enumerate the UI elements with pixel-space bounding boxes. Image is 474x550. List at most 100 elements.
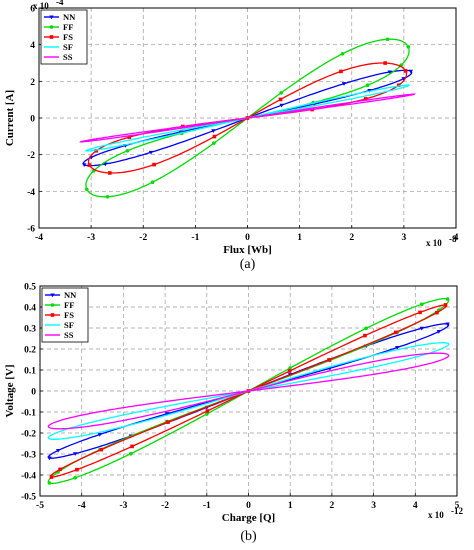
y-tick-label: 0.2 — [24, 346, 36, 356]
figure-caption: (a) — [240, 257, 256, 272]
series-marker-ff — [279, 91, 283, 95]
x-tick-label: -5 — [36, 501, 44, 511]
series-marker-fs — [339, 69, 343, 74]
series-marker-fs — [99, 447, 104, 452]
series-marker-ff — [105, 194, 110, 199]
series-marker-ff — [288, 366, 292, 370]
series-marker-fs — [205, 409, 210, 413]
series-marker-ff — [150, 180, 155, 184]
series-line-ss — [47, 352, 450, 430]
x-tick-label: -3 — [87, 233, 95, 243]
legend-label-sf: SF — [63, 42, 73, 52]
y-tick-label: 0.5 — [24, 283, 36, 293]
y-tick-label: 0.1 — [24, 367, 36, 377]
legend-label-nn: NN — [64, 290, 77, 300]
legend-label-ff: FF — [64, 300, 74, 310]
x-tick-label: 0 — [245, 233, 250, 243]
series-marker-nn — [279, 103, 284, 108]
y-tick-label: -0.1 — [21, 409, 36, 419]
series-marker-nn — [387, 70, 392, 75]
plot-frame — [39, 285, 458, 497]
x-tick-label: -4 — [35, 233, 43, 243]
series-marker-ff — [445, 297, 450, 301]
series-marker-nn — [445, 322, 450, 327]
series-marker-ff — [364, 326, 368, 331]
y-tick-label: 0.3 — [24, 325, 36, 335]
x-axis-label: Charge [Q] — [222, 512, 275, 524]
x-axis-exponent: x 10 — [428, 510, 444, 520]
series-marker-ff — [420, 302, 424, 307]
series-marker-fs — [383, 61, 387, 65]
y-tick-label: 0 — [30, 115, 35, 125]
series-marker-nn — [55, 448, 61, 453]
x-tick-label: 4 — [454, 233, 459, 243]
plot-frame — [38, 7, 457, 229]
legend-label-ss: SS — [64, 330, 74, 340]
series-marker-ff — [340, 52, 345, 56]
series-marker-fs — [127, 135, 132, 139]
series-marker-ff — [385, 37, 390, 42]
series-marker-fs — [363, 97, 368, 101]
series-marker-fs — [418, 310, 422, 315]
x-tick-label: 3 — [371, 501, 376, 511]
legend-marker — [49, 25, 54, 29]
series-marker-fs — [393, 330, 398, 335]
y-tick-label: 2 — [30, 78, 35, 88]
y-axis-exponent-power: -4 — [56, 0, 64, 7]
legend-marker — [50, 303, 55, 307]
series-marker-fs — [278, 97, 283, 102]
series-marker-ff — [205, 412, 209, 416]
series-marker-nn — [82, 163, 87, 167]
y-tick-label: 0.4 — [24, 304, 36, 314]
series-marker-fs — [396, 83, 401, 88]
series-marker-nn — [47, 456, 52, 461]
legend-marker — [49, 15, 54, 20]
x-tick-label: -4 — [78, 501, 86, 511]
legend-label-ss: SS — [63, 52, 73, 62]
x-tick-label: 5 — [455, 501, 460, 511]
y-tick-label: -2 — [27, 151, 35, 161]
series-marker-ff — [406, 44, 411, 49]
y-tick-label: 4 — [30, 41, 35, 51]
x-tick-label: -1 — [203, 501, 211, 511]
x-tick-label: 2 — [330, 501, 335, 511]
series-marker-ff — [84, 187, 89, 192]
series-marker-ff — [212, 141, 216, 145]
x-tick-label: -3 — [119, 501, 127, 511]
y-tick-label: -0.3 — [21, 451, 36, 461]
x-tick-label: 2 — [349, 233, 354, 243]
legend-marker — [50, 293, 55, 298]
series-marker-fs — [49, 475, 54, 479]
x-axis-exponent-power: -8 — [449, 234, 457, 244]
y-axis-exponent: x 10 — [33, 1, 49, 11]
series-marker-nn — [211, 129, 216, 133]
x-tick-label: -2 — [161, 501, 169, 511]
x-tick-label: 0 — [246, 501, 251, 511]
series-marker-fs — [94, 148, 99, 153]
legend-marker — [50, 313, 55, 317]
series-marker-ff — [365, 83, 370, 88]
series-marker-fs — [166, 420, 170, 424]
series-marker-fs — [443, 303, 448, 307]
legend-label-nn: NN — [63, 12, 76, 22]
chart-b: -5 -4 -3 -2 -1 0 1 2 3 4 5 -0.5 -0.4 -0.3 -0.2 -0.1 0 0.1… — [4, 283, 463, 545]
x-tick-label: 1 — [288, 501, 293, 511]
legend-marker — [49, 35, 54, 39]
series-marker-ff — [129, 451, 133, 456]
legend-label-fs: FS — [64, 310, 74, 320]
figure-caption: (b) — [240, 529, 257, 544]
series-marker-nn — [97, 432, 102, 437]
y-tick-label: 6 — [30, 5, 35, 15]
y-tick-label: -0.5 — [21, 493, 36, 503]
series-marker-nn — [341, 82, 347, 86]
series-marker-ff — [73, 475, 77, 480]
series-marker-fs — [75, 467, 79, 472]
series-marker-fs — [403, 69, 408, 73]
series-marker-nn — [419, 326, 425, 331]
y-tick-label: -0.2 — [21, 430, 36, 440]
series-marker-nn — [148, 150, 154, 155]
y-tick-label: -0.4 — [21, 472, 36, 482]
x-tick-label: 4 — [413, 501, 418, 511]
